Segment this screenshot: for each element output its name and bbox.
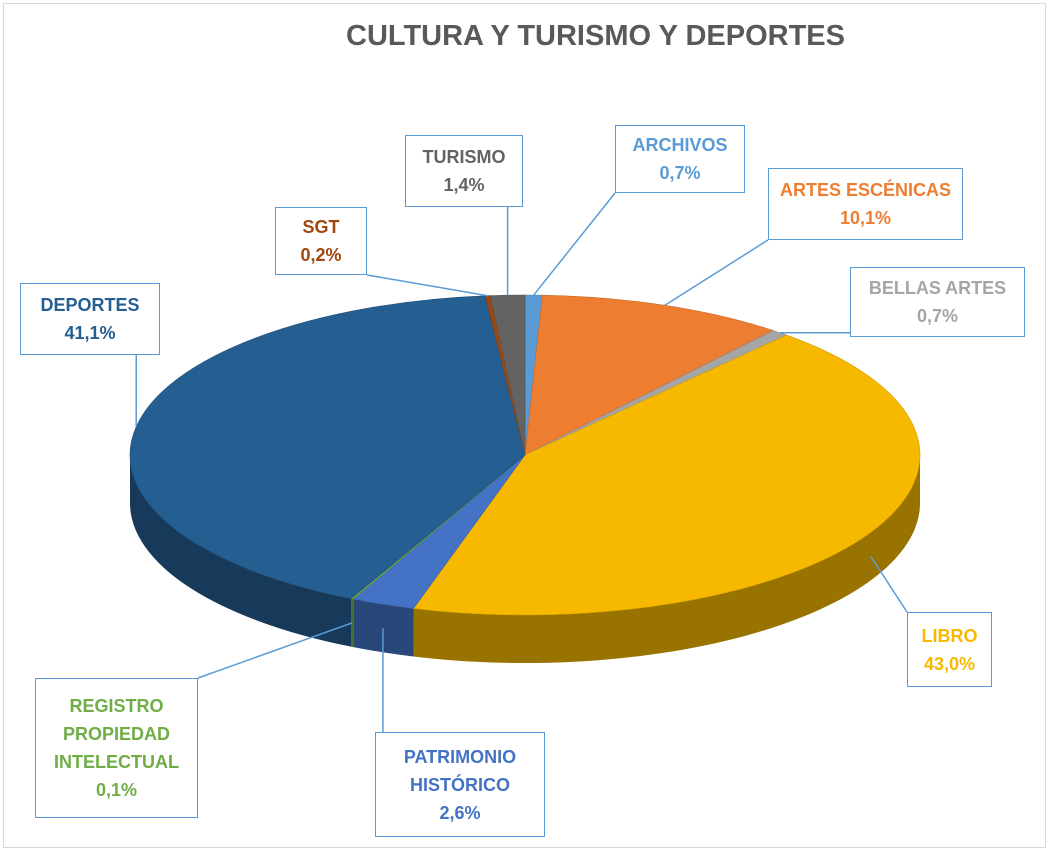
data-label: PATRIMONIO HISTÓRICO 2,6% [375, 732, 545, 837]
data-label: BELLAS ARTES 0,7% [850, 267, 1025, 337]
label-value: 0,7% [659, 163, 701, 183]
slice-side [413, 455, 920, 664]
data-label: REGISTRO PROPIEDAD INTELECTUAL 0,1% [35, 678, 198, 818]
label-name: BELLAS ARTES [868, 278, 1007, 298]
slice-side [351, 598, 354, 648]
chart-frame [3, 3, 1046, 848]
label-name: ARCHIVOS [632, 135, 728, 155]
slice [489, 294, 526, 456]
data-label: SGT 0,2% [275, 207, 367, 275]
slice [412, 334, 921, 616]
label-value: 0,1% [95, 780, 138, 800]
label-value: 2,6% [439, 802, 481, 823]
leader-line [366, 274, 488, 297]
label-value: 0,2% [300, 245, 342, 265]
slice-side [353, 599, 414, 657]
chart-title: CULTURA Y TURISMO Y DEPORTES [346, 20, 845, 52]
label-name: PATRIMONIO HISTÓRICO [403, 746, 517, 795]
label-name: SGT [302, 217, 340, 237]
label-value: 0,7% [916, 306, 959, 326]
label-name: ARTES ESCÉNICAS [779, 180, 952, 200]
leader-line [664, 239, 769, 306]
slice-side [130, 455, 352, 647]
leader-line [197, 622, 353, 679]
label-name: LIBRO [921, 625, 978, 646]
data-label: DEPORTES 41,1% [20, 283, 160, 355]
data-label: ARCHIVOS 0,7% [615, 125, 745, 193]
label-name: DEPORTES [40, 295, 140, 315]
leader-line [870, 555, 908, 613]
data-label: ARTES ESCÉNICAS 10,1% [768, 168, 963, 240]
data-label: TURISMO 1,4% [405, 135, 523, 207]
label-value: 41,1% [64, 323, 116, 343]
label-value: 10,1% [839, 208, 892, 228]
label-value: 1,4% [443, 175, 485, 195]
data-label: LIBRO 43,0% [907, 612, 992, 687]
label-name: TURISMO [422, 147, 506, 167]
leader-line [533, 192, 616, 296]
label-value: 43,0% [923, 653, 976, 674]
label-name: REGISTRO PROPIEDAD INTELECTUAL [54, 696, 179, 772]
